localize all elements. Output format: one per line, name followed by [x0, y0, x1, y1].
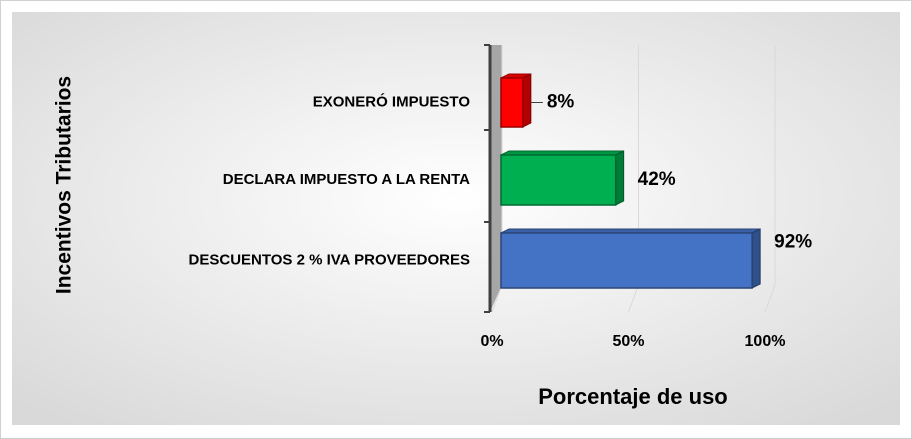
y-axis-title: Incentivos Tributarios: [53, 76, 76, 294]
x-axis-title: Porcentaje de uso: [538, 384, 728, 409]
category-label: DECLARA IMPUESTO A LA RENTA: [223, 171, 470, 188]
value-label: 8%: [547, 92, 575, 113]
value-label: 42%: [638, 169, 676, 190]
bar-side: [615, 150, 625, 206]
bar: [500, 154, 617, 206]
value-label: 92%: [774, 232, 812, 253]
x-tick-label: 100%: [745, 333, 786, 350]
grid-line: [628, 284, 639, 313]
side-wall: [490, 45, 502, 312]
grid-line: [764, 284, 776, 313]
bar-side: [522, 73, 532, 128]
bar-side: [751, 228, 761, 289]
x-tick-label: 50%: [612, 333, 644, 350]
category-label: DESCUENTOS 2 % IVA PROVEEDORES: [189, 251, 470, 268]
bar: [500, 77, 524, 128]
x-tick-label: 0%: [480, 333, 503, 350]
plot-background: [12, 12, 900, 425]
category-label: EXONERÓ IMPUESTO: [313, 92, 471, 110]
bar: [500, 232, 753, 289]
grid-line: [491, 284, 503, 313]
